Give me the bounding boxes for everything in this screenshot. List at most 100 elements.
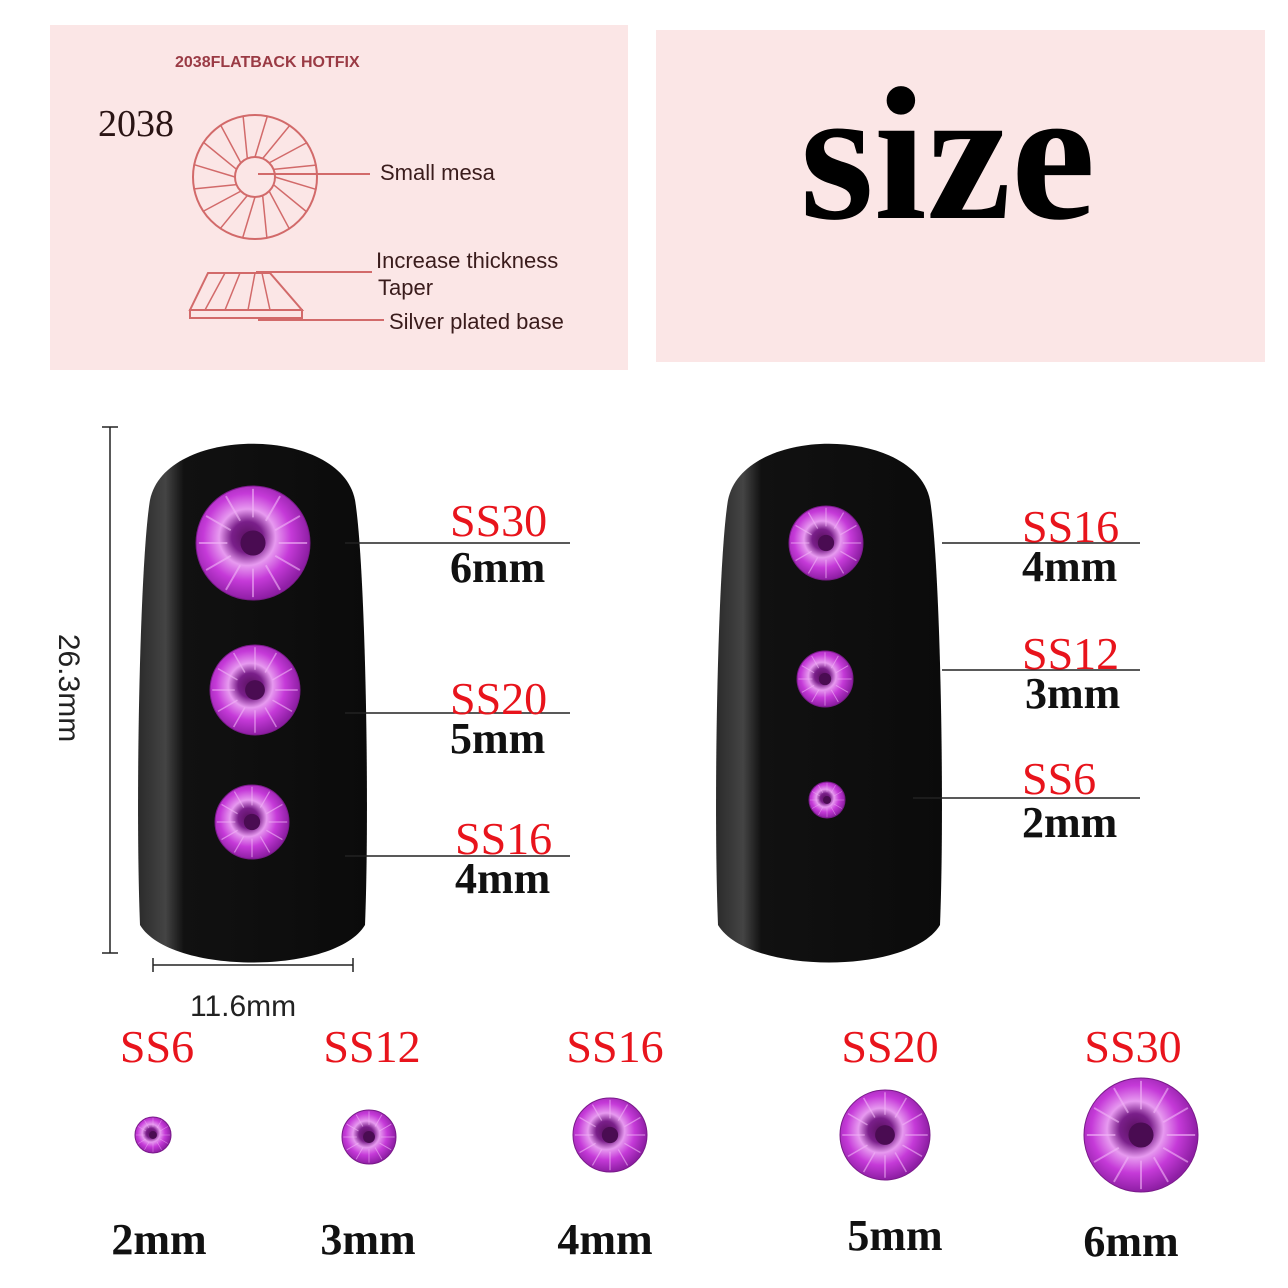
gem-facet [374, 1114, 383, 1127]
gem-facet [272, 699, 293, 713]
gem-facet [840, 524, 857, 536]
gem-facet [265, 564, 281, 591]
left-code-3: SS16 [455, 813, 553, 864]
facet-line [242, 116, 249, 159]
left-code-2: SS20 [450, 673, 548, 724]
gem-facet [221, 803, 238, 815]
facet-line [220, 124, 242, 164]
gem-facet [264, 707, 278, 728]
gem-facet [232, 652, 246, 673]
gem-facet [1113, 1156, 1129, 1183]
gem-facet [830, 655, 839, 669]
base-outline [189, 309, 303, 319]
gem-table [875, 1125, 895, 1145]
gem-facet [233, 836, 245, 853]
gem-facet [217, 667, 238, 681]
gem-table [245, 680, 265, 700]
gem-facet [807, 512, 819, 529]
facet-line [194, 183, 237, 190]
facet-line [273, 164, 316, 171]
gem-facet [830, 689, 839, 703]
facet-line [273, 184, 307, 213]
diagram-heading: 2038FLATBACK HOTFIX [175, 54, 360, 71]
gem-facet [818, 806, 824, 815]
gem-facet [138, 1126, 147, 1132]
gem-facet [138, 1138, 147, 1144]
gem-facet [355, 1147, 364, 1160]
facet-line [202, 190, 242, 212]
gem-facet [225, 564, 241, 591]
title-panel [656, 30, 1265, 362]
gem-table [823, 796, 831, 804]
stone-side-view [188, 272, 305, 311]
gem-facet [835, 665, 849, 674]
gem-facet [159, 1126, 168, 1132]
right-code-2: SS12 [1022, 628, 1120, 679]
facet-line [241, 196, 256, 238]
label-silver-plated-base: Silver plated base [389, 309, 564, 334]
row-size-4: 5mm [847, 1211, 943, 1260]
gem-facet [579, 1142, 596, 1154]
gem-facet [833, 791, 842, 797]
gem-facet [591, 1104, 603, 1121]
gem-table [363, 1131, 375, 1143]
row-code-3: SS16 [566, 1021, 664, 1072]
gem-facet [847, 1112, 868, 1126]
small-mesa-outline [234, 156, 276, 198]
gem-facet [833, 803, 842, 809]
left-code-1: SS30 [450, 495, 548, 546]
gem-facet [264, 652, 278, 673]
gem-facet [274, 555, 301, 571]
left-size-2: 5mm [450, 714, 546, 763]
left-size-3: 4mm [455, 854, 551, 903]
gem-facet [355, 1114, 364, 1127]
gem-facet [1113, 1087, 1129, 1114]
gem-facet [833, 512, 845, 529]
gem-facet [795, 550, 812, 562]
gem-facet [259, 791, 271, 808]
facet-line [254, 116, 269, 158]
gem-facet [624, 1116, 641, 1128]
gem-facet [1153, 1087, 1169, 1114]
label-small-mesa: Small mesa [380, 160, 495, 185]
gem-facet [894, 1097, 908, 1118]
gem-table [817, 534, 835, 552]
gem-facet [274, 515, 301, 531]
gem-facet [902, 1144, 923, 1158]
gem-facet [807, 557, 819, 574]
gem-facet [811, 689, 820, 703]
gem-facet [801, 665, 815, 674]
gem-facet [902, 1112, 923, 1126]
gem-table [1128, 1122, 1154, 1148]
row-size-3: 4mm [557, 1215, 653, 1264]
gem-facet [156, 1120, 162, 1129]
facet-line [219, 195, 248, 229]
gem-facet [225, 495, 241, 522]
gem-facet [266, 829, 283, 841]
gem-facet [840, 550, 857, 562]
gem-facet [830, 806, 836, 815]
gem-facet [266, 803, 283, 815]
diagram-panel [50, 25, 628, 370]
gem-facet [579, 1116, 596, 1128]
gem-facet [374, 1147, 383, 1160]
gem-facet [259, 836, 271, 853]
right-size-3: 2mm [1022, 798, 1118, 847]
gem-facet [812, 791, 821, 797]
gem-facet [346, 1142, 359, 1151]
facet-line [268, 142, 308, 164]
right-code-3: SS6 [1022, 753, 1097, 804]
right-size-1: 4mm [1022, 542, 1118, 591]
gem-facet [1093, 1147, 1120, 1163]
gem-facet [591, 1149, 603, 1166]
gem-table [243, 813, 261, 831]
facet-line [261, 195, 268, 238]
right-code-1: SS16 [1022, 501, 1120, 552]
gem-facet [144, 1120, 150, 1129]
row-code-5: SS30 [1084, 1021, 1182, 1072]
facet-line [274, 176, 316, 191]
gem-facet [265, 495, 281, 522]
gem-facet [617, 1149, 629, 1166]
